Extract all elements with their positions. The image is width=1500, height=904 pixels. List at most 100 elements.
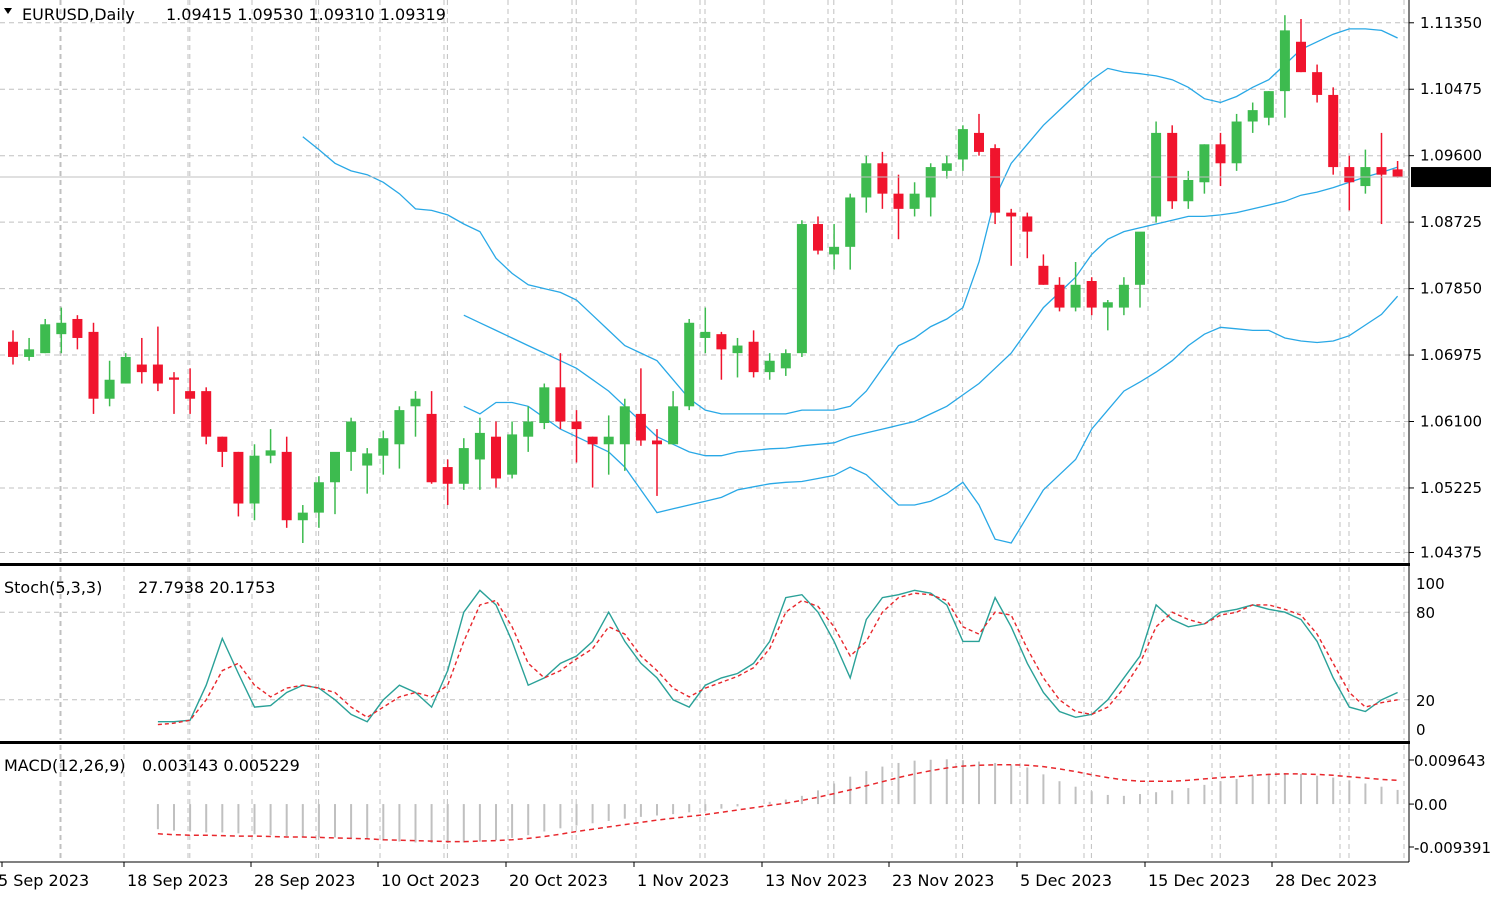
- price-tick-label: 1.08725: [1420, 213, 1482, 231]
- macd-plot: [156, 759, 1399, 843]
- time-tick-label: 15 Dec 2023: [1148, 871, 1250, 890]
- candle-bull: [619, 406, 630, 445]
- candle-bull: [1263, 91, 1274, 118]
- candle-bull: [249, 455, 260, 504]
- price-tick-label: 1.07850: [1420, 280, 1482, 298]
- candle-bear: [1167, 132, 1178, 202]
- candle-bull: [394, 410, 405, 445]
- candle-bear: [1312, 72, 1323, 95]
- stoch-tick-label: 100: [1416, 575, 1445, 593]
- candles: [8, 15, 1403, 544]
- candle-bear: [491, 436, 501, 479]
- candle-bear: [1215, 144, 1226, 164]
- candle-bear: [72, 318, 83, 338]
- stoch-tick-label: 0: [1416, 721, 1426, 739]
- bollinger-lower-line: [463, 295, 1399, 544]
- candle-bull: [668, 406, 679, 445]
- candle-bull: [1199, 144, 1210, 183]
- candle-bull: [378, 438, 389, 456]
- candle-bull: [925, 167, 936, 198]
- candle-bear: [426, 413, 437, 483]
- candle-bull: [297, 512, 308, 521]
- candle-bull: [56, 322, 67, 335]
- candle-bull: [362, 453, 373, 466]
- candle-bear: [877, 163, 888, 194]
- candle-bear: [1038, 265, 1049, 285]
- candle-bear: [974, 132, 984, 152]
- candle-bull: [700, 331, 711, 338]
- candle-bull: [313, 482, 324, 513]
- candle-bear: [555, 387, 566, 422]
- price-tick-label: 1.06975: [1420, 346, 1482, 364]
- candle-bull: [684, 322, 695, 407]
- time-tick-label: 18 Sep 2023: [127, 871, 228, 890]
- stoch-readout: 27.7938 20.1753: [138, 578, 275, 597]
- candle-bull: [1102, 302, 1113, 308]
- candle-bull: [458, 448, 469, 484]
- stoch-title: Stoch(5,3,3): [4, 578, 102, 597]
- candle-bull: [909, 193, 920, 209]
- price-tick-label: 1.06100: [1420, 413, 1482, 431]
- current-price-label: 1.09319: [1420, 169, 1482, 187]
- candle-bear: [1054, 284, 1065, 308]
- candle-bull: [1070, 284, 1081, 308]
- candle-bull: [523, 421, 534, 437]
- candle-bull: [1183, 179, 1194, 202]
- time-tick-label: 10 Oct 2023: [381, 871, 480, 890]
- symbol-title: EURUSD,Daily: [22, 5, 135, 24]
- candle-bear: [893, 193, 904, 209]
- time-tick-label: 28 Sep 2023: [254, 871, 355, 890]
- candle-bull: [732, 345, 743, 354]
- macd-tick-label: 0.009643: [1414, 752, 1486, 770]
- price-tick-label: 1.04375: [1420, 544, 1482, 562]
- stochastic-lines: [157, 589, 1398, 726]
- candle-bull: [1231, 121, 1242, 164]
- candle-bull: [1151, 132, 1162, 217]
- candle-bear: [152, 364, 163, 384]
- candle-bull: [24, 349, 35, 357]
- candle-bull: [120, 356, 131, 384]
- candle-bear: [233, 451, 244, 504]
- candle-bear: [990, 148, 1001, 213]
- candle-bear: [635, 413, 646, 441]
- candle-bear: [652, 440, 662, 445]
- candle-bear: [587, 436, 598, 445]
- candle-bear: [813, 224, 823, 251]
- candle-bear: [442, 467, 453, 484]
- dropdown-triangle-icon[interactable]: [4, 8, 12, 14]
- candle-bear: [185, 391, 196, 399]
- candle-bear: [88, 331, 99, 399]
- grid: [0, 0, 1409, 861]
- stoch-signal-line: [157, 592, 1398, 726]
- time-tick-label: 13 Nov 2023: [765, 871, 867, 890]
- candle-bear: [8, 341, 18, 357]
- candle-bull: [346, 421, 357, 452]
- macd-signal-line: [157, 764, 1398, 843]
- bollinger-middle-line: [463, 166, 1398, 457]
- candle-bull: [1135, 231, 1145, 285]
- time-tick-label: 20 Oct 2023: [509, 871, 608, 890]
- price-tick-label: 1.10475: [1420, 80, 1482, 98]
- current-price-tag: [1411, 167, 1491, 188]
- candle-bull: [780, 353, 791, 369]
- candle-bull: [941, 163, 952, 171]
- candle-bull: [957, 129, 968, 160]
- candle-bear: [1376, 167, 1387, 175]
- candle-bull: [410, 398, 421, 407]
- time-tick-label: 28 Dec 2023: [1275, 871, 1377, 890]
- time-tick-label: 1 Nov 2023: [637, 871, 729, 890]
- price-tick-label: 1.11350: [1420, 14, 1482, 32]
- candle-bull: [764, 360, 775, 373]
- candle-bear: [217, 436, 228, 452]
- candle-bear: [281, 451, 292, 521]
- candle-bull: [1118, 284, 1129, 308]
- candle-bull: [1279, 30, 1290, 92]
- macd-readout: 0.003143 0.005229: [142, 756, 300, 775]
- stoch-main-line: [157, 589, 1398, 723]
- ohlc-readout: 1.09415 1.09530 1.09310 1.09319: [166, 5, 446, 24]
- macd-tick-label: 0.00: [1414, 796, 1447, 814]
- candle-bull: [104, 379, 115, 399]
- candle-bull: [330, 451, 340, 483]
- candle-bull: [265, 450, 276, 456]
